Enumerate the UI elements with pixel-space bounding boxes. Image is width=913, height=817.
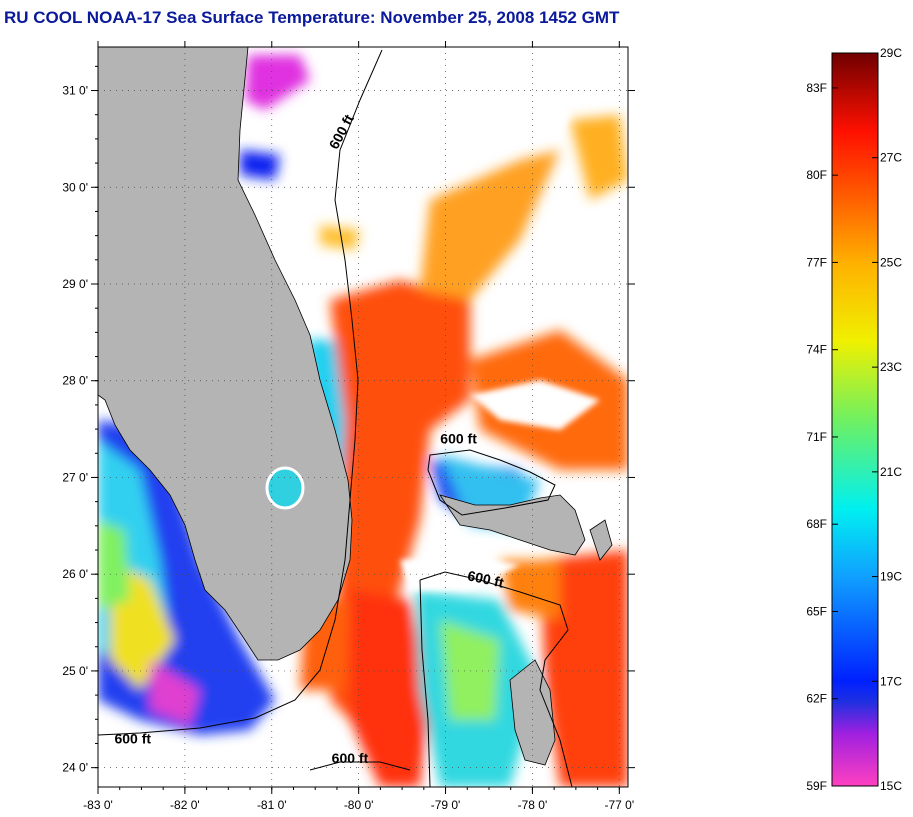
contour-label-600ft: 600 ft	[114, 730, 151, 746]
atlantic-sst-yellow-north	[320, 225, 360, 250]
bahamas-sst-green	[440, 620, 500, 720]
map-title: RU COOL NOAA-17 Sea Surface Temperature:…	[4, 8, 620, 27]
colorbar-celsius-label: 27C	[880, 151, 902, 165]
ne-sst-blue	[240, 150, 280, 180]
colorbar-fahrenheit-labels: 83F 80F 77F 74F 71F 68F 65F 62F 59F	[806, 81, 838, 793]
lon-tick-label: -83 0'	[83, 798, 113, 812]
cloud-patch	[470, 380, 600, 430]
contour-label-600ft: 600 ft	[440, 431, 477, 447]
colorbar-celsius-label: 29C	[880, 46, 902, 60]
contour-600ft-florida-shelf	[98, 49, 383, 736]
colorbar-celsius-label: 15C	[880, 779, 902, 793]
lon-tick-label: -80 0'	[344, 798, 374, 812]
contour-600ft-bahama-bank	[427, 449, 556, 516]
se-sst-red	[540, 550, 628, 787]
lat-tick-label: 28 0'	[62, 374, 88, 388]
colorbar-celsius-label: 23C	[880, 360, 902, 374]
lat-tick-label: 30 0'	[62, 180, 88, 194]
grand-bahama-island	[439, 494, 586, 556]
lon-tick-label: -77 0'	[604, 798, 634, 812]
lat-tick-label: 29 0'	[62, 277, 88, 291]
lat-tick-label: 26 0'	[62, 567, 88, 581]
atlantic-sst-orange-ne	[570, 115, 628, 200]
colorbar-fahrenheit-label: 80F	[806, 168, 827, 182]
contour-600ft-cuba-shelf	[309, 761, 411, 771]
colorbar-celsius-label: 17C	[880, 674, 902, 688]
gulf-sst-magenta	[150, 660, 200, 725]
lake-okeechobee	[265, 466, 305, 510]
colorbar-fahrenheit-label: 83F	[806, 81, 827, 95]
colorbar-fahrenheit-label: 62F	[806, 692, 827, 706]
lon-tick-label: -82 0'	[170, 798, 200, 812]
ne-sst-magenta	[245, 55, 310, 110]
lat-tick-label: 27 0'	[62, 470, 88, 484]
colorbar-fahrenheit-label: 77F	[806, 255, 827, 269]
lat-tick-label: 24 0'	[62, 761, 88, 775]
lon-tick-label: -78 0'	[518, 798, 548, 812]
colorbar-scale	[831, 52, 879, 787]
straits-sst-red	[350, 590, 430, 787]
lon-tick-label: -79 0'	[431, 798, 461, 812]
se-sst-orange	[500, 560, 560, 620]
bathymetry-contours	[98, 49, 573, 787]
latitude-tick-labels: 24 0' 25 0' 26 0' 27 0' 28 0' 29 0' 30 0' 31 0'	[62, 84, 88, 775]
lat-tick-label: 25 0'	[62, 664, 88, 678]
contour-600ft-great-bahama-bank	[419, 571, 573, 787]
cloud-patch	[400, 555, 520, 590]
longitude-tick-labels: -83 0' -82 0' -81 0' -80 0' -79 0' -78 0' -77 …	[83, 798, 634, 812]
graticule-grid	[98, 47, 628, 787]
gulf-sst-green	[98, 520, 130, 610]
cloud-patch	[520, 100, 570, 140]
andros-island	[509, 659, 556, 766]
lon-tick-label: -81 0'	[257, 798, 287, 812]
bahamas-small-islands	[589, 519, 613, 561]
colorbar-fahrenheit-label: 71F	[806, 430, 827, 444]
map-axis-ticks	[91, 41, 635, 794]
contour-label-600ft: 600 ft	[466, 567, 505, 590]
colorbar-celsius-label: 19C	[880, 570, 902, 584]
contour-label-600ft: 600 ft	[332, 750, 369, 766]
colorbar-fahrenheit-label: 68F	[806, 517, 827, 531]
colorbar-fahrenheit-label: 74F	[806, 343, 827, 357]
colorbar-celsius-label: 25C	[880, 255, 902, 269]
colorbar-fahrenheit-label: 65F	[806, 604, 827, 618]
map-frame	[97, 46, 629, 788]
colorbar-celsius-labels: 29C 27C 25C 23C 21C 19C 17C 15C	[872, 46, 902, 793]
temperature-colorbar: 29C 27C 25C 23C 21C 19C 17C 15C 83F 80F 77F 74F 71F…	[806, 46, 902, 793]
cloud-cover-layer	[400, 100, 600, 590]
contour-600ft-west-straits	[419, 579, 431, 787]
colorbar-fahrenheit-label: 59F	[806, 779, 827, 793]
colorbar-celsius-label: 21C	[880, 465, 902, 479]
lat-tick-label: 31 0'	[62, 84, 88, 98]
